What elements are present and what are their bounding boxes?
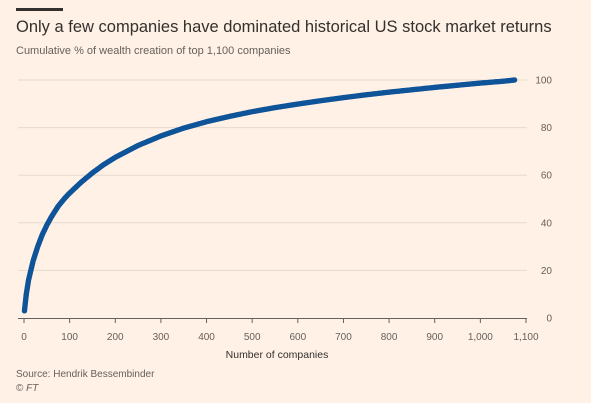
source-note: Source: Hendrik Bessembinder bbox=[16, 369, 155, 380]
x-tick-label: 300 bbox=[153, 332, 170, 343]
x-tick-label: 500 bbox=[244, 332, 261, 343]
publisher-credit: © FT bbox=[16, 382, 38, 395]
x-axis-title: Number of companies bbox=[226, 349, 329, 361]
chart-subtitle: Cumulative % of wealth creation of top 1… bbox=[16, 45, 291, 57]
y-tick-label: 60 bbox=[541, 171, 553, 182]
chart-title: Only a few companies have dominated hist… bbox=[16, 18, 552, 36]
data-point bbox=[511, 77, 518, 83]
x-tick-label: 700 bbox=[335, 332, 352, 343]
x-tick-label: 800 bbox=[381, 332, 398, 343]
y-tick-labels: 0 20 40 60 80 100 bbox=[535, 76, 552, 325]
y-tick-label: 40 bbox=[541, 218, 553, 229]
x-tick-label: 1,100 bbox=[513, 332, 538, 343]
y-tick-label: 80 bbox=[541, 123, 553, 134]
y-tick-label: 0 bbox=[546, 314, 552, 325]
x-tick-label: 600 bbox=[289, 332, 306, 343]
x-tick-label: 400 bbox=[198, 332, 215, 343]
y-tick-label: 20 bbox=[541, 266, 553, 277]
x-tick-label: 200 bbox=[107, 332, 124, 343]
x-tick-label: 1,000 bbox=[468, 332, 493, 343]
x-tick-labels: 0 100 200 300 400 500 600 700 800 900 1,000 1,100 bbox=[21, 332, 539, 343]
series-cumulative-wealth bbox=[21, 77, 518, 314]
x-tick-label: 0 bbox=[21, 332, 27, 343]
y-tick-label: 100 bbox=[535, 76, 552, 87]
x-tick-label: 100 bbox=[61, 332, 78, 343]
x-tick-label: 900 bbox=[426, 332, 443, 343]
title-accent-bar bbox=[16, 8, 63, 11]
copyright-symbol: © bbox=[16, 383, 24, 394]
publisher-name: FT bbox=[26, 383, 39, 394]
gridlines bbox=[18, 79, 527, 271]
x-axis bbox=[18, 318, 527, 323]
